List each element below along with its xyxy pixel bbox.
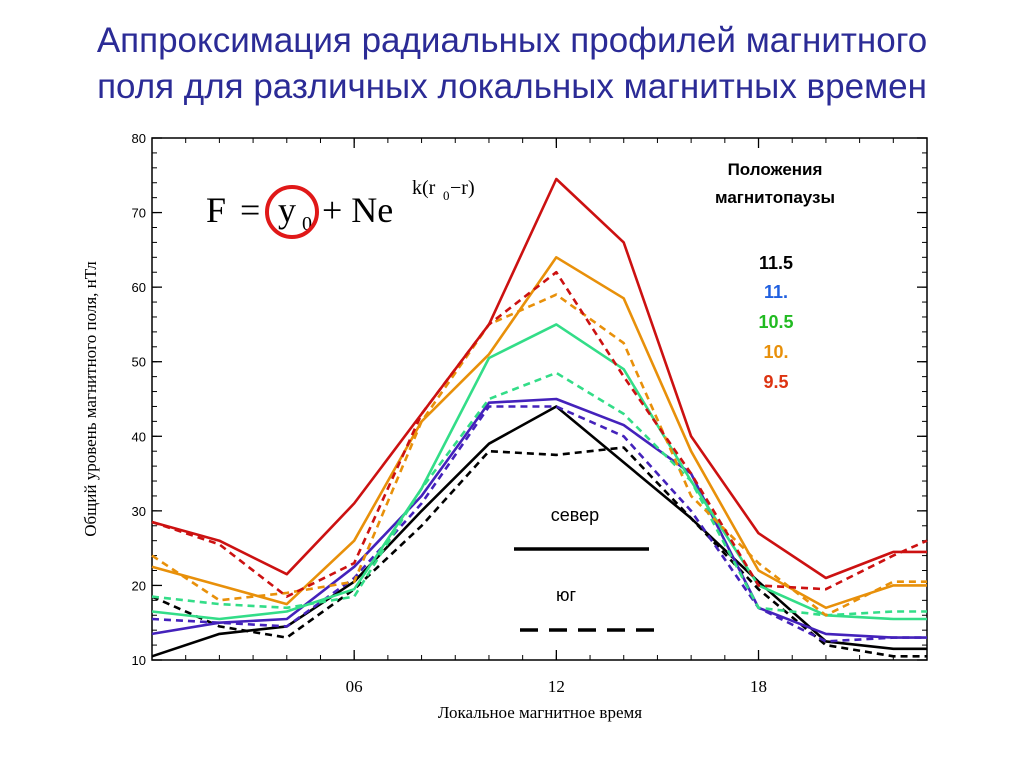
formula-exponent-rest: −r) [450, 177, 475, 199]
north-label: север [551, 505, 599, 525]
slide-title: Аппроксимация радиальных профилей магнит… [0, 18, 1024, 110]
south-label: юг [556, 585, 577, 605]
formula-ne: + Ne [322, 190, 393, 230]
y-tick-label: 40 [132, 429, 146, 444]
y-tick-label: 80 [132, 131, 146, 146]
formula-lhs: F [206, 190, 226, 230]
legend-entry-10: 10. [763, 342, 788, 362]
y-tick-label: 20 [132, 578, 146, 593]
series-line-9-5-dashed [151, 270, 928, 598]
legend-entry-11: 11. [764, 282, 788, 302]
highlight-circle [265, 185, 319, 239]
y-axis-label: Общий уровень магнитного поля, нТл [81, 261, 100, 537]
plot-frame [151, 137, 928, 661]
y-tick-label: 50 [132, 355, 146, 370]
formula-exponent-subscript: 0 [443, 188, 450, 203]
y-tick-label: 30 [132, 504, 146, 519]
series-lines [151, 177, 928, 658]
legend: Положения магнитопаузы 11.5 11. 10.5 10.… [715, 160, 835, 392]
x-axis: 06 12 18 [185, 138, 894, 696]
y-tick-label: 10 [132, 653, 146, 668]
legend-entry-9-5: 9.5 [763, 372, 788, 392]
slide-title-line-1: Аппроксимация радиальных профилей магнит… [96, 21, 928, 60]
series-line-11-dashed [151, 405, 927, 643]
legend-entry-10-5: 10.5 [758, 312, 793, 332]
series-line-10-dashed [151, 293, 927, 617]
slide-title-line-2: поля для различных локальных магнитных в… [97, 67, 927, 106]
formula: F = y 0 + Ne k(r 0 −r) [206, 177, 475, 239]
formula-exponent-k: k(r [412, 177, 436, 199]
figure-panel [60, 130, 952, 726]
legend-title-line-1: Положения [728, 160, 823, 179]
legend-title-line-2: магнитопаузы [715, 188, 835, 207]
x-tick-label: 18 [750, 677, 767, 696]
formula-eq: = [240, 190, 260, 230]
x-axis-label: Локальное магнитное время [438, 703, 642, 722]
series-line-11-solid [151, 397, 927, 639]
series-line-10-solid [151, 255, 927, 610]
y-tick-label: 60 [132, 280, 146, 295]
y-tick-label: 70 [132, 206, 146, 221]
series-line-11-5-dashed [151, 446, 927, 658]
line-style-key: север юг [514, 505, 655, 632]
formula-y-subscript: 0 [302, 213, 312, 235]
x-tick-label: 12 [548, 677, 565, 696]
x-tick-label: 06 [346, 677, 363, 696]
legend-entry-11-5: 11.5 [759, 253, 793, 273]
formula-y: y [278, 190, 296, 230]
series-line-9-5-solid [151, 177, 927, 580]
